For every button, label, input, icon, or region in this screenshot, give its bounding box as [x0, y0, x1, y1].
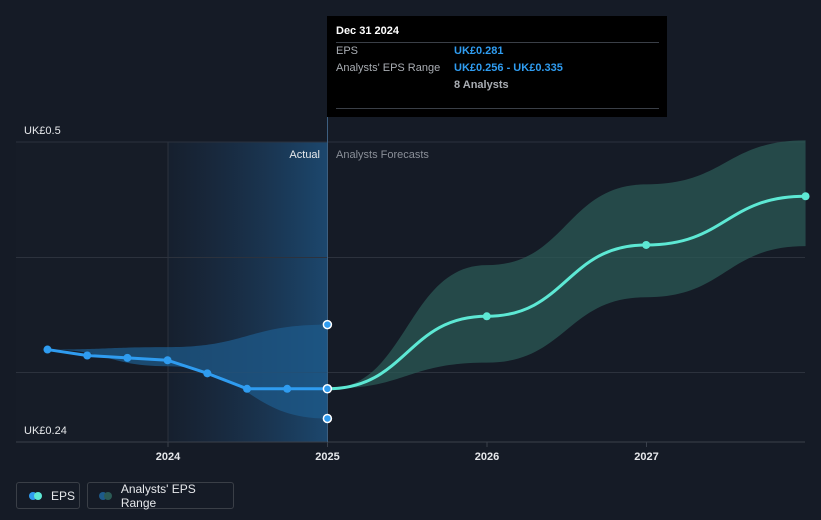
tooltip-date: Dec 31 2024 — [336, 25, 399, 37]
tooltip-eps-row: EPS UK£0.281 — [336, 42, 659, 60]
eps-actual-point-2[interactable] — [123, 353, 132, 362]
x-tick-2024: 2024 — [156, 451, 181, 463]
eps-forecast-point-2[interactable] — [642, 240, 651, 249]
eps-actual-point-7[interactable] — [322, 384, 333, 394]
tooltip: Dec 31 2024 EPS UK£0.281 Analysts' EPS R… — [327, 16, 667, 117]
eps-actual-point-4[interactable] — [203, 369, 212, 378]
actual-range-band — [47, 324, 328, 419]
eps-actual-point-0[interactable] — [43, 345, 52, 354]
x-tick-2027: 2027 — [634, 451, 658, 463]
tooltip-eps-value: UK£0.281 — [454, 45, 504, 57]
past-region — [16, 142, 168, 442]
actual-label: Actual — [289, 149, 320, 161]
legend-range-label: Analysts' EPS Range — [120, 481, 196, 510]
y-tick-bottom: UK£0.24 — [24, 425, 67, 437]
tooltip-range-row: Analysts' EPS Range UK£0.256 - UK£0.335 — [336, 60, 659, 77]
eps-swatch-icon — [29, 491, 43, 500]
eps-actual-point-1[interactable] — [83, 351, 92, 360]
tooltip-eps-label: EPS — [336, 45, 359, 57]
y-tick-top: UK£0.5 — [24, 125, 61, 137]
eps-actual-point-3[interactable] — [163, 356, 172, 365]
eps-forecast-point-1[interactable] — [482, 312, 491, 321]
tooltip-analysts-row: 8 Analysts — [336, 77, 659, 94]
x-tick-2025: 2025 — [315, 451, 339, 463]
tooltip-divider — [336, 108, 659, 109]
eps-actual-point-6[interactable] — [283, 384, 292, 393]
eps-actual-line — [47, 348, 328, 391]
forecast-range-band — [327, 140, 806, 389]
tooltip-analysts: 8 Analysts — [454, 79, 509, 91]
range-low-point[interactable] — [322, 413, 333, 424]
eps-actual-point-5[interactable] — [243, 384, 252, 393]
range-high-point[interactable] — [322, 319, 333, 330]
tooltip-range-label: Analysts' EPS Range — [336, 62, 441, 74]
x-tick-2026: 2026 — [475, 451, 499, 463]
legend-eps-button[interactable]: EPS — [16, 482, 80, 509]
eps-forecast-point-3[interactable] — [801, 192, 810, 201]
forecast-label: Analysts Forecasts — [336, 149, 429, 161]
tooltip-range-value: UK£0.256 - UK£0.335 — [454, 62, 563, 74]
legend-eps-label: EPS — [51, 488, 76, 503]
legend-range-button[interactable]: Analysts' EPS Range — [87, 481, 234, 510]
range-swatch-icon — [99, 491, 113, 500]
eps-forecast-line — [327, 194, 806, 391]
